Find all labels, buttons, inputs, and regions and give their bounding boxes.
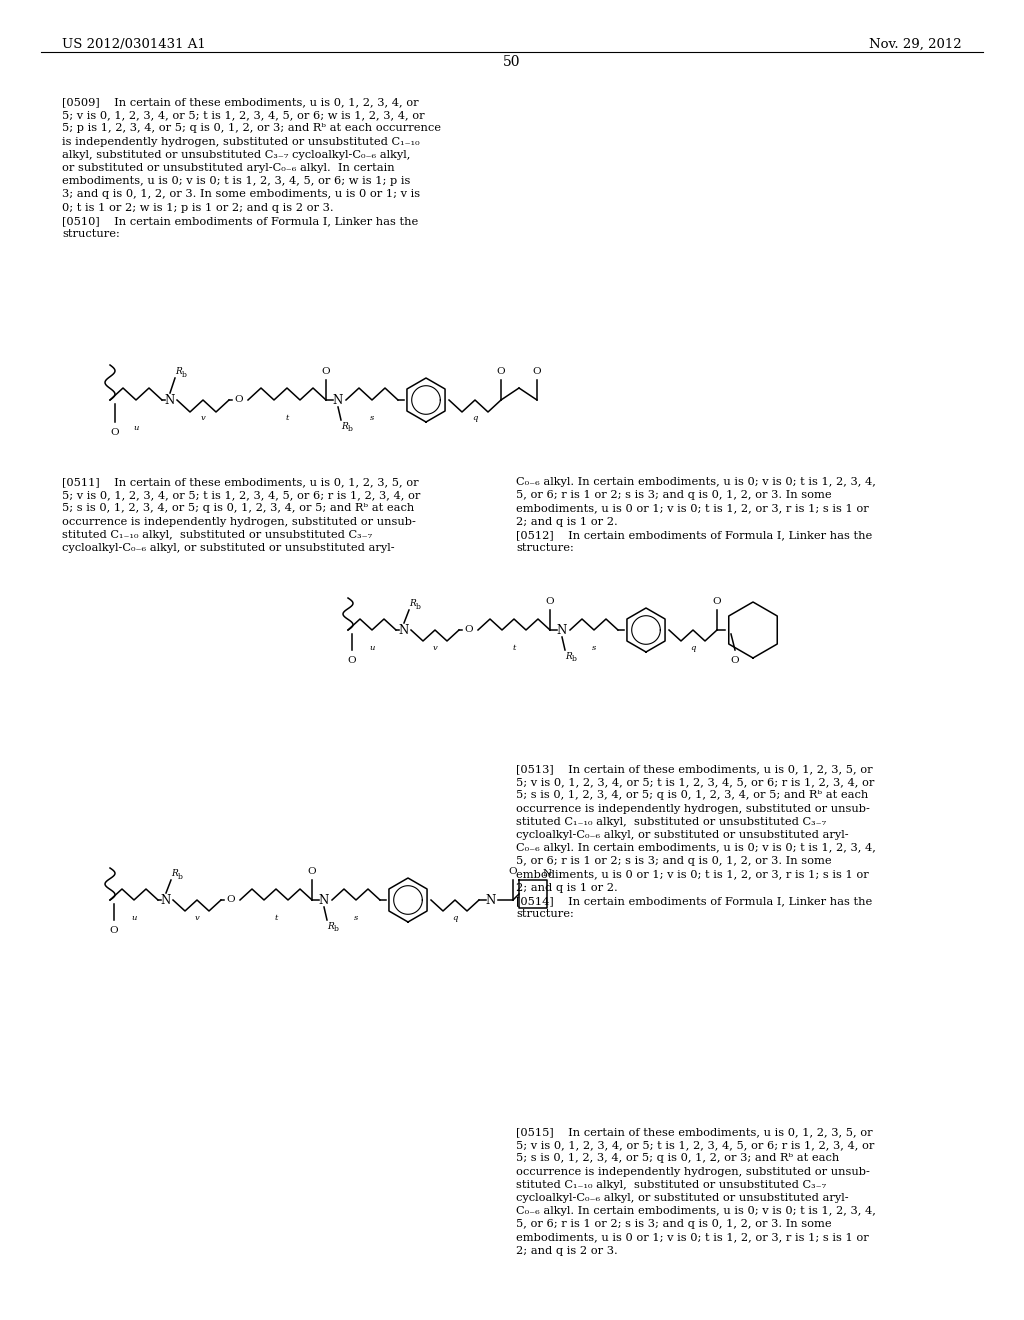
Text: 2; and q is 1 or 2.: 2; and q is 1 or 2. (516, 883, 617, 892)
Text: R: R (175, 367, 181, 376)
Text: R: R (341, 422, 348, 432)
Text: [0510]    In certain embodiments of Formula I, Linker has the: [0510] In certain embodiments of Formula… (62, 215, 418, 226)
Text: 5; v is 0, 1, 2, 3, 4, or 5; t is 1, 2, 3, 4, 5, or 6; r is 1, 2, 3, 4, or: 5; v is 0, 1, 2, 3, 4, or 5; t is 1, 2, … (516, 1140, 874, 1150)
Text: [0514]    In certain embodiments of Formula I, Linker has the: [0514] In certain embodiments of Formula… (516, 896, 872, 906)
Text: q: q (690, 644, 695, 652)
Text: Nov. 29, 2012: Nov. 29, 2012 (869, 38, 962, 51)
Text: N: N (318, 894, 329, 907)
Text: b: b (178, 873, 183, 880)
Text: 5, or 6; r is 1 or 2; s is 3; and q is 0, 1, 2, or 3. In some: 5, or 6; r is 1 or 2; s is 3; and q is 0… (516, 490, 831, 500)
Text: embodiments, u is 0 or 1; v is 0; t is 1, 2, or 3, r is 1; s is 1 or: embodiments, u is 0 or 1; v is 0; t is 1… (516, 1233, 868, 1242)
Text: 5; s is 0, 1, 2, 3, 4, or 5; q is 0, 1, 2, 3, 4, or 5; and Rᵇ at each: 5; s is 0, 1, 2, 3, 4, or 5; q is 0, 1, … (516, 791, 868, 800)
Text: 2; and q is 2 or 3.: 2; and q is 2 or 3. (516, 1246, 617, 1255)
Text: O: O (111, 428, 120, 437)
Text: occurrence is independently hydrogen, substituted or unsub-: occurrence is independently hydrogen, su… (516, 804, 869, 813)
Text: embodiments, u is 0; v is 0; t is 1, 2, 3, 4, 5, or 6; w is 1; p is: embodiments, u is 0; v is 0; t is 1, 2, … (62, 176, 411, 186)
Text: 5; v is 0, 1, 2, 3, 4, or 5; t is 1, 2, 3, 4, 5, or 6; w is 1, 2, 3, 4, or: 5; v is 0, 1, 2, 3, 4, or 5; t is 1, 2, … (62, 110, 425, 120)
Text: s: s (370, 414, 374, 422)
Text: C₀₋₆ alkyl. In certain embodiments, u is 0; v is 0; t is 1, 2, 3, 4,: C₀₋₆ alkyl. In certain embodiments, u is… (516, 477, 876, 487)
Text: C₀₋₆ alkyl. In certain embodiments, u is 0; v is 0; t is 1, 2, 3, 4,: C₀₋₆ alkyl. In certain embodiments, u is… (516, 1206, 876, 1216)
Text: N: N (399, 623, 410, 636)
Text: 5, or 6; r is 1 or 2; s is 3; and q is 0, 1, 2, or 3. In some: 5, or 6; r is 1 or 2; s is 3; and q is 0… (516, 1220, 831, 1229)
Text: 50: 50 (503, 55, 521, 69)
Text: N: N (161, 894, 171, 907)
Text: q: q (472, 414, 477, 422)
Text: occurrence is independently hydrogen, substituted or unsub-: occurrence is independently hydrogen, su… (516, 1167, 869, 1176)
Text: US 2012/0301431 A1: US 2012/0301431 A1 (62, 38, 206, 51)
Text: O: O (348, 656, 356, 665)
Text: b: b (572, 655, 577, 663)
Text: alkyl, substituted or unsubstituted C₃₋₇ cycloalkyl-C₀₋₆ alkyl,: alkyl, substituted or unsubstituted C₃₋₇… (62, 149, 411, 160)
Text: structure:: structure: (516, 909, 573, 919)
Text: stituted C₁₋₁₀ alkyl,  substituted or unsubstituted C₃₋₇: stituted C₁₋₁₀ alkyl, substituted or uns… (62, 529, 372, 540)
Text: [0512]    In certain embodiments of Formula I, Linker has the: [0512] In certain embodiments of Formula… (516, 529, 872, 540)
Text: 5; v is 0, 1, 2, 3, 4, or 5; t is 1, 2, 3, 4, 5, or 6; r is 1, 2, 3, 4, or: 5; v is 0, 1, 2, 3, 4, or 5; t is 1, 2, … (516, 777, 874, 787)
Text: [0511]    In certain of these embodiments, u is 0, 1, 2, 3, 5, or: [0511] In certain of these embodiments, … (62, 477, 419, 487)
Text: O: O (110, 927, 119, 935)
Text: is independently hydrogen, substituted or unsubstituted C₁₋₁₀: is independently hydrogen, substituted o… (62, 136, 420, 147)
Text: cycloalkyl-C₀₋₆ alkyl, or substituted or unsubstituted aryl-: cycloalkyl-C₀₋₆ alkyl, or substituted or… (62, 543, 394, 553)
Text: t: t (512, 644, 516, 652)
Text: b: b (416, 603, 421, 611)
Text: N: N (333, 393, 343, 407)
Text: O: O (546, 597, 554, 606)
Text: structure:: structure: (62, 228, 120, 239)
Text: O: O (532, 367, 542, 376)
Text: b: b (334, 925, 339, 933)
Text: 5; s is 0, 1, 2, 3, 4, or 5; q is 0, 1, 2, or 3; and Rᵇ at each: 5; s is 0, 1, 2, 3, 4, or 5; q is 0, 1, … (516, 1154, 840, 1163)
Text: N: N (557, 623, 567, 636)
Text: occurrence is independently hydrogen, substituted or unsub-: occurrence is independently hydrogen, su… (62, 516, 416, 527)
Text: O: O (234, 396, 244, 404)
Text: cycloalkyl-C₀₋₆ alkyl, or substituted or unsubstituted aryl-: cycloalkyl-C₀₋₆ alkyl, or substituted or… (516, 830, 849, 840)
Text: structure:: structure: (516, 543, 573, 553)
Text: O: O (731, 656, 739, 665)
Text: O: O (226, 895, 236, 904)
Text: u: u (131, 913, 136, 921)
Text: O: O (465, 626, 473, 635)
Text: C₀₋₆ alkyl. In certain embodiments, u is 0; v is 0; t is 1, 2, 3, 4,: C₀₋₆ alkyl. In certain embodiments, u is… (516, 843, 876, 853)
Text: cycloalkyl-C₀₋₆ alkyl, or substituted or unsubstituted aryl-: cycloalkyl-C₀₋₆ alkyl, or substituted or… (516, 1193, 849, 1203)
Text: v: v (195, 913, 200, 921)
Text: N: N (485, 894, 496, 907)
Text: stituted C₁₋₁₀ alkyl,  substituted or unsubstituted C₃₋₇: stituted C₁₋₁₀ alkyl, substituted or uns… (516, 1180, 826, 1189)
Text: O: O (509, 867, 517, 876)
Text: R: R (409, 599, 416, 609)
Text: embodiments, u is 0 or 1; v is 0; t is 1, 2, or 3, r is 1; s is 1 or: embodiments, u is 0 or 1; v is 0; t is 1… (516, 503, 868, 513)
Text: t: t (286, 414, 289, 422)
Text: O: O (307, 867, 316, 876)
Text: [0509]    In certain of these embodiments, u is 0, 1, 2, 3, 4, or: [0509] In certain of these embodiments, … (62, 96, 419, 107)
Text: 3; and q is 0, 1, 2, or 3. In some embodiments, u is 0 or 1; v is: 3; and q is 0, 1, 2, or 3. In some embod… (62, 189, 420, 199)
Text: O: O (497, 367, 505, 376)
Text: N: N (543, 869, 552, 878)
Text: [0515]    In certain of these embodiments, u is 0, 1, 2, 3, 5, or: [0515] In certain of these embodiments, … (516, 1127, 872, 1137)
Text: embodiments, u is 0 or 1; v is 0; t is 1, 2, or 3, r is 1; s is 1 or: embodiments, u is 0 or 1; v is 0; t is 1… (516, 870, 868, 879)
Text: or substituted or unsubstituted aryl-C₀₋₆ alkyl.  In certain: or substituted or unsubstituted aryl-C₀₋… (62, 162, 394, 173)
Text: 5; s is 0, 1, 2, 3, 4, or 5; q is 0, 1, 2, 3, 4, or 5; and Rᵇ at each: 5; s is 0, 1, 2, 3, 4, or 5; q is 0, 1, … (62, 503, 415, 513)
Text: v: v (201, 414, 206, 422)
Text: 5; v is 0, 1, 2, 3, 4, or 5; t is 1, 2, 3, 4, 5, or 6; r is 1, 2, 3, 4, or: 5; v is 0, 1, 2, 3, 4, or 5; t is 1, 2, … (62, 490, 421, 500)
Text: t: t (274, 913, 278, 921)
Text: u: u (370, 644, 375, 652)
Text: R: R (565, 652, 571, 661)
Text: s: s (354, 913, 358, 921)
Text: 5, or 6; r is 1 or 2; s is 3; and q is 0, 1, 2, or 3. In some: 5, or 6; r is 1 or 2; s is 3; and q is 0… (516, 857, 831, 866)
Text: s: s (592, 644, 596, 652)
Text: 5; p is 1, 2, 3, 4, or 5; q is 0, 1, 2, or 3; and Rᵇ at each occurrence: 5; p is 1, 2, 3, 4, or 5; q is 0, 1, 2, … (62, 123, 441, 133)
Text: O: O (322, 367, 331, 376)
Text: b: b (182, 371, 186, 379)
Text: 0; t is 1 or 2; w is 1; p is 1 or 2; and q is 2 or 3.: 0; t is 1 or 2; w is 1; p is 1 or 2; and… (62, 202, 334, 213)
Text: stituted C₁₋₁₀ alkyl,  substituted or unsubstituted C₃₋₇: stituted C₁₋₁₀ alkyl, substituted or uns… (516, 817, 826, 826)
Text: u: u (133, 424, 138, 432)
Text: R: R (171, 869, 178, 878)
Text: 2; and q is 1 or 2.: 2; and q is 1 or 2. (516, 516, 617, 527)
Text: O: O (713, 597, 721, 606)
Text: v: v (432, 644, 437, 652)
Text: [0513]    In certain of these embodiments, u is 0, 1, 2, 3, 5, or: [0513] In certain of these embodiments, … (516, 764, 872, 774)
Text: q: q (453, 913, 458, 921)
Text: b: b (348, 425, 353, 433)
Text: N: N (165, 393, 175, 407)
Text: R: R (327, 921, 334, 931)
